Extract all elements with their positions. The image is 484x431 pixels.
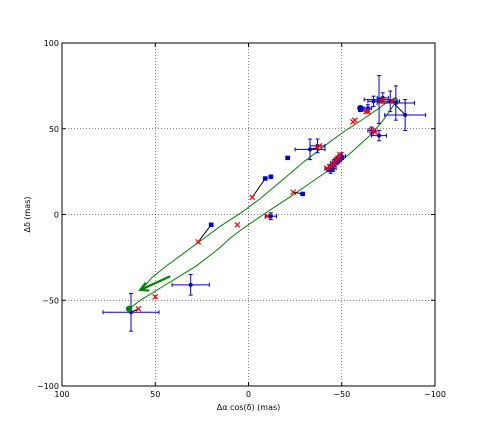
predicted-point [389, 98, 396, 105]
y-tick-label: −50 [42, 296, 59, 305]
predicted-marker-stroke [264, 213, 271, 220]
observed-marker [268, 174, 273, 179]
observed-marker [308, 147, 313, 152]
observed-point [171, 274, 210, 296]
predicted-point [290, 189, 297, 196]
predicted-point [363, 108, 369, 115]
y-axis-label: Δδ (mas) [23, 196, 32, 232]
predicted-point [249, 194, 256, 201]
x-tick-label: 100 [54, 390, 69, 399]
observed-point [268, 174, 274, 179]
x-tick-label: 50 [150, 390, 160, 399]
predicted-point [364, 108, 371, 115]
observed-marker [188, 282, 193, 287]
observed-marker [268, 214, 273, 219]
predicted-marker-stroke [323, 165, 330, 172]
observed-marker [263, 176, 268, 181]
predicted-point [234, 221, 241, 228]
predicted-point [351, 117, 358, 124]
plot-area [102, 75, 427, 332]
residual-line [251, 178, 266, 198]
predicted-point [368, 127, 375, 134]
predicted-point [264, 213, 271, 220]
x-tick-label: −50 [333, 390, 350, 399]
predicted-marker-stroke [372, 129, 379, 136]
predicted-marker-stroke [389, 98, 396, 105]
y-tick-label: 0 [54, 211, 59, 220]
observed-point [285, 155, 291, 161]
observed-point [208, 222, 214, 228]
y-tick-label: 100 [44, 39, 59, 48]
predicted-marker-stroke [152, 293, 159, 300]
predicted-point [314, 144, 321, 151]
start-point [125, 305, 133, 313]
x-tick-label: −100 [424, 390, 446, 399]
observed-marker [393, 101, 398, 106]
y-tick-label: 50 [49, 125, 59, 134]
predicted-point [327, 163, 334, 170]
observed-marker [285, 155, 290, 160]
predicted-marker-stroke [351, 117, 358, 124]
predicted-marker-stroke [249, 194, 256, 201]
predicted-point [152, 293, 159, 300]
predicted-point [135, 305, 142, 312]
direction-arrow-shaft [139, 275, 171, 291]
predicted-marker-stroke [195, 239, 202, 245]
direction-arrow-head [138, 282, 150, 292]
predicted-point [372, 129, 379, 136]
predicted-point [336, 151, 343, 158]
predicted-marker-stroke [135, 305, 142, 312]
observed-marker [365, 106, 370, 111]
predicted-point [379, 96, 386, 103]
predicted-marker-stroke [368, 127, 375, 134]
observed-marker [377, 133, 382, 138]
orbit-path [128, 97, 399, 310]
y-tick-label: −100 [37, 382, 59, 391]
axis-ticks: 100 50 0 −50 −100 −100 −50 0 50 100 [37, 39, 446, 399]
predicted-marker-stroke [336, 151, 343, 158]
predicted-point [323, 165, 330, 172]
observed-point [300, 191, 305, 197]
observed-marker [300, 191, 305, 196]
predicted-marker-stroke [364, 108, 371, 115]
observed-point [384, 99, 427, 131]
observed-point [102, 292, 160, 332]
predicted-point [195, 239, 202, 245]
x-tick-label: 0 [246, 390, 251, 399]
predicted-marker-stroke [379, 96, 386, 103]
x-axis-label: Δα cos(δ) (mas) [217, 403, 281, 412]
residual-line [197, 224, 212, 243]
grid-lines [62, 43, 435, 386]
predicted-marker-stroke [314, 144, 321, 151]
predicted-marker-stroke [234, 221, 241, 228]
predicted-marker-stroke [333, 156, 340, 163]
predicted-marker-stroke [327, 163, 334, 170]
observed-point [262, 176, 268, 181]
predicted-marker-stroke [363, 108, 369, 115]
observed-marker [209, 222, 214, 227]
observed-marker [371, 99, 376, 104]
end-point [357, 104, 364, 112]
predicted-point [333, 156, 340, 163]
observed-marker [403, 113, 408, 118]
predicted-marker-stroke [290, 189, 297, 196]
